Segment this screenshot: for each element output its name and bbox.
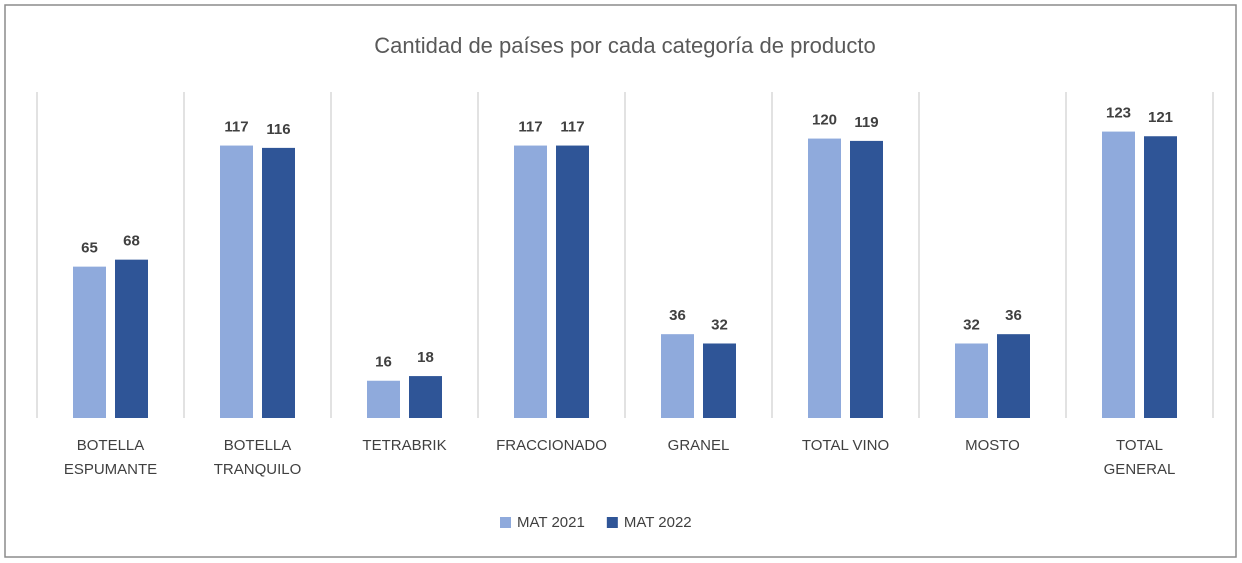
x-tick-label-text: TETRABRIK bbox=[362, 437, 446, 454]
data-label: 36 bbox=[1005, 307, 1022, 324]
bar bbox=[955, 343, 988, 418]
legend-label: MAT 2021 bbox=[517, 514, 585, 531]
bar bbox=[115, 259, 148, 418]
x-tick-label-text: FRACCIONADO bbox=[496, 437, 607, 454]
x-tick-label-text: TOTAL VINO bbox=[802, 437, 889, 454]
legend-swatch bbox=[500, 517, 511, 528]
data-label: 119 bbox=[854, 114, 878, 131]
x-tick-label-line: BOTELLA bbox=[224, 437, 292, 454]
x-tick-label-line: BOTELLA bbox=[77, 437, 145, 454]
x-tick-label: TETRABRIK bbox=[362, 437, 446, 454]
bar bbox=[1144, 136, 1177, 418]
bar bbox=[73, 266, 106, 418]
bar bbox=[661, 334, 694, 418]
data-label: 32 bbox=[963, 316, 980, 333]
data-label: 120 bbox=[812, 112, 837, 129]
data-label: 117 bbox=[224, 119, 248, 136]
x-tick-label: BOTELLA ESPUMANTE bbox=[64, 437, 157, 478]
bar bbox=[997, 334, 1030, 418]
chart-frame bbox=[4, 4, 1237, 558]
data-label: 123 bbox=[1106, 105, 1131, 122]
bar bbox=[1102, 131, 1135, 419]
bar bbox=[409, 376, 442, 418]
x-tick-label-line: ESPUMANTE bbox=[64, 461, 157, 478]
bar bbox=[220, 145, 253, 419]
data-label: 117 bbox=[518, 119, 542, 136]
x-tick-label: TOTAL GENERAL bbox=[1104, 437, 1176, 478]
bar bbox=[514, 145, 547, 419]
bar bbox=[556, 145, 589, 419]
x-tick-label-line: GENERAL bbox=[1104, 461, 1176, 478]
x-tick-label-text: GRANEL bbox=[668, 437, 730, 454]
bar bbox=[850, 140, 883, 418]
x-tick-label-text: BOTELLA ESPUMANTE bbox=[64, 437, 157, 478]
data-label: 18 bbox=[417, 349, 434, 366]
data-label: 36 bbox=[669, 307, 686, 324]
data-label: 68 bbox=[123, 233, 140, 250]
x-tick-label: GRANEL bbox=[668, 437, 730, 454]
chart-title: Cantidad de países por cada categoría de… bbox=[374, 33, 875, 58]
legend-swatch bbox=[606, 517, 618, 528]
x-tick-label: MOSTO bbox=[965, 437, 1020, 454]
data-label: 117 bbox=[560, 119, 584, 136]
bar bbox=[262, 147, 295, 418]
data-label: 121 bbox=[1148, 109, 1173, 126]
data-label: 65 bbox=[81, 240, 98, 257]
legend-label: MAT 2022 bbox=[624, 514, 692, 531]
x-tick-label: TOTAL VINO bbox=[802, 437, 889, 454]
x-tick-label-text: MOSTO bbox=[965, 437, 1020, 454]
x-tick-label: BOTELLA TRANQUILO bbox=[214, 437, 302, 478]
x-tick-label-line: TRANQUILO bbox=[214, 461, 302, 478]
bar bbox=[367, 380, 400, 418]
data-label: 116 bbox=[266, 121, 290, 138]
data-label: 32 bbox=[711, 316, 728, 333]
x-tick-label-text: TOTAL GENERAL bbox=[1104, 437, 1176, 478]
bar bbox=[808, 138, 841, 419]
data-label: 16 bbox=[375, 354, 392, 371]
x-tick-label-text: BOTELLA TRANQUILO bbox=[214, 437, 302, 478]
x-tick-label-line: TOTAL bbox=[1116, 437, 1163, 454]
x-tick-label: FRACCIONADO bbox=[496, 437, 607, 454]
bar bbox=[703, 343, 736, 418]
